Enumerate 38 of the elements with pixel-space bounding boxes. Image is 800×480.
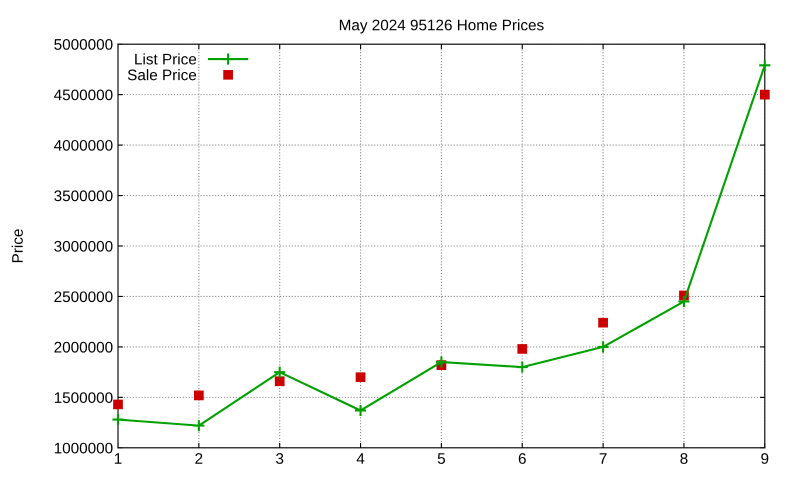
x-tick-label: 1 <box>114 453 122 464</box>
y-tick-label: 2500000 <box>54 291 113 302</box>
point <box>598 318 608 328</box>
x-tick-label: 9 <box>761 453 768 464</box>
point <box>760 90 770 100</box>
point <box>273 366 286 379</box>
y-tick-label: 4000000 <box>54 140 113 151</box>
point <box>113 400 123 410</box>
chart-title: May 2024 95126 Home Prices <box>340 19 544 34</box>
point <box>356 372 366 382</box>
legend-label: List Price <box>135 53 196 65</box>
point <box>758 58 772 72</box>
point <box>516 360 529 374</box>
x-tick-label: 5 <box>438 453 446 464</box>
x-tick-label: 7 <box>600 453 607 464</box>
point <box>677 294 691 308</box>
y-tick-label: 1500000 <box>54 392 113 404</box>
y-tick-label: 3500000 <box>54 190 113 202</box>
point <box>596 340 610 354</box>
x-tick-label: 4 <box>356 453 364 464</box>
point <box>274 376 285 386</box>
x-tick-label: 6 <box>518 453 526 464</box>
y-tick-label: 1000000 <box>54 442 113 454</box>
y-tick-label: 5000000 <box>54 39 113 50</box>
x-tick-label: 2 <box>195 453 202 464</box>
point <box>111 412 125 426</box>
point <box>434 355 448 369</box>
y-tick-label: 3000000 <box>54 240 113 252</box>
point <box>517 344 528 354</box>
y-tick-label: 2000000 <box>54 342 113 353</box>
point <box>354 404 368 418</box>
x-tick-label: 3 <box>276 453 284 464</box>
legend-label: Sale Price <box>128 69 196 80</box>
point <box>194 390 204 400</box>
y-tick-label: 4500000 <box>54 89 113 100</box>
point <box>192 419 206 432</box>
y-axis-title: Price <box>12 229 23 262</box>
x-tick-label: 8 <box>680 453 688 464</box>
